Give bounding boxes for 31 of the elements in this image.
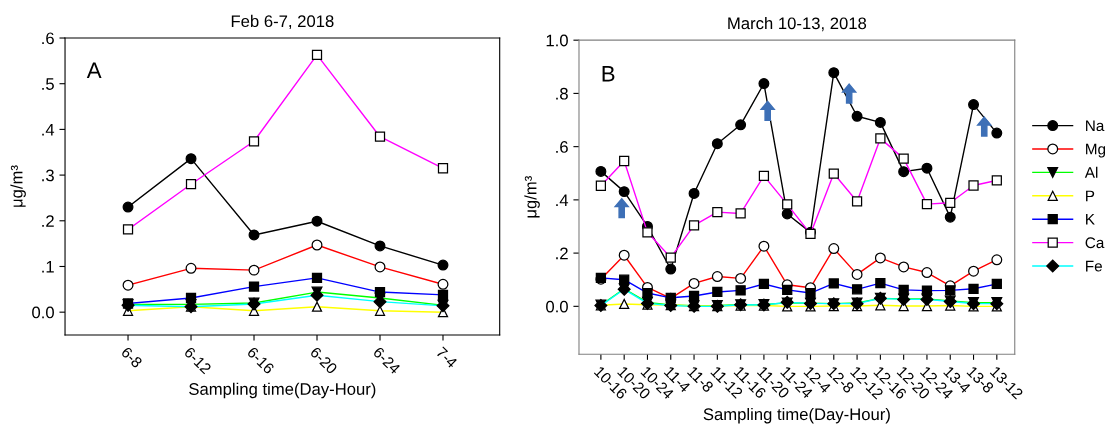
annotation: A: [86, 62, 102, 78]
y-tick-label: .5: [42, 78, 54, 90]
y-tick-label: .4: [42, 123, 55, 136]
legend-label: Al: [1084, 166, 1098, 178]
y-tick-label: .6: [556, 141, 568, 153]
legend-label: Ca: [1085, 237, 1105, 249]
y-tick-label: .2: [556, 247, 568, 260]
y-tick-label: 1.0: [546, 34, 568, 47]
x-tick-label: 6-8: [120, 346, 143, 369]
chart-title: March 10-13, 2018: [728, 16, 867, 32]
y-tick-label: 0.0: [546, 300, 568, 313]
y-tick-label: .2: [42, 215, 54, 227]
y-tick-label: .4: [556, 194, 569, 206]
legend-label: Na: [1086, 120, 1105, 132]
y-tick-label: .1: [42, 261, 54, 273]
y-axis-title: μg/m³: [10, 165, 26, 207]
x-tick-label: 7-4: [435, 346, 458, 369]
y-tick-label: 0.0: [32, 306, 54, 319]
x-axis-title: Sampling time(Day-Hour): [703, 407, 890, 424]
legend-label: Fe: [1086, 260, 1102, 272]
y-axis-title: μg/m³: [524, 176, 540, 218]
chart-title: Feb 6-7, 2018: [231, 14, 334, 30]
legend-label: Mg: [1086, 143, 1106, 158]
x-tick-label: 6-20: [309, 346, 338, 375]
legend-label: K: [1086, 214, 1095, 225]
y-tick-label: .6: [42, 32, 54, 45]
y-tick-label: .8: [556, 87, 568, 100]
y-tick-label: .3: [42, 169, 54, 182]
annotation: B: [602, 66, 615, 82]
legend-label: P: [1086, 190, 1095, 202]
x-axis-title: Sampling time(Day-Hour): [189, 382, 376, 399]
